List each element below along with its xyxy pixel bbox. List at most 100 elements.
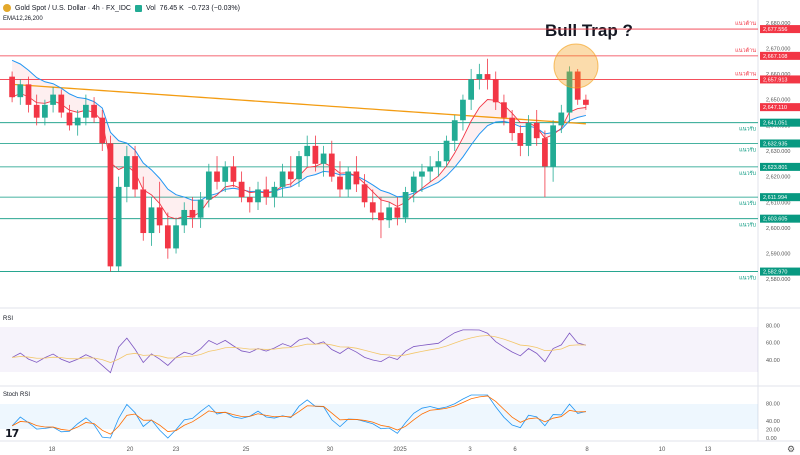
candle-body bbox=[91, 104, 97, 118]
candle-body bbox=[50, 94, 56, 105]
x-tick-label: 23 bbox=[173, 447, 180, 453]
y-tick-label: 2,580.000 bbox=[766, 277, 790, 283]
x-tick-label: 8 bbox=[585, 447, 589, 453]
candle-body bbox=[132, 156, 138, 190]
candle-body bbox=[33, 104, 40, 118]
x-tick-label: 18 bbox=[49, 447, 56, 453]
support-price-tag bbox=[760, 267, 800, 276]
support-price-label: 2,603.605 bbox=[763, 217, 787, 223]
y-tick-label: 2,660.000 bbox=[766, 72, 790, 78]
x-tick-label: 10 bbox=[659, 447, 666, 453]
candle-body bbox=[255, 189, 261, 203]
y-tick-label: 2,650.000 bbox=[766, 98, 790, 104]
candle-body bbox=[558, 112, 565, 126]
stoch-d-line bbox=[11, 395, 586, 435]
candle-body bbox=[230, 166, 237, 182]
price-change: −0.723 (−0.03%) bbox=[187, 4, 240, 12]
stoch-rsi-label[interactable]: Stoch RSI bbox=[3, 392, 31, 398]
candle-body bbox=[378, 212, 384, 221]
gear-icon[interactable]: ⚙ bbox=[787, 444, 796, 454]
candle-body bbox=[468, 79, 475, 100]
candle-body bbox=[214, 171, 220, 182]
candle-body bbox=[443, 140, 450, 162]
candle-body bbox=[353, 171, 360, 185]
x-tick-label: 13 bbox=[705, 447, 712, 453]
ema-legend[interactable]: EMA12,26,200 bbox=[3, 16, 43, 22]
candle-body bbox=[328, 153, 335, 177]
candle-body bbox=[345, 171, 352, 190]
candle-body bbox=[296, 156, 302, 180]
support-price-tag bbox=[760, 214, 800, 223]
rsi-label[interactable]: RSI bbox=[3, 316, 14, 322]
chart-header: Gold Spot / U.S. Dollar · 4h · FX_IDC Vo… bbox=[0, 0, 303, 16]
support-price-label: 2,623.801 bbox=[763, 165, 787, 171]
candle-body bbox=[320, 153, 327, 164]
gold-symbol-icon bbox=[3, 4, 11, 12]
y-tick-label: 2,680.000 bbox=[766, 21, 790, 27]
x-tick-label: 6 bbox=[513, 447, 517, 453]
candle-body bbox=[525, 122, 532, 146]
candle-body bbox=[533, 122, 540, 139]
x-tick-label: 25 bbox=[243, 447, 250, 453]
rsi-band bbox=[0, 327, 758, 372]
support-price-label: 2,582.970 bbox=[763, 270, 787, 276]
candle-body bbox=[123, 156, 130, 187]
support-price-tag bbox=[760, 162, 800, 171]
candle-body bbox=[542, 138, 548, 167]
support-label: แนวรับ bbox=[739, 170, 756, 177]
candle-body bbox=[410, 176, 417, 193]
candle-body bbox=[189, 209, 196, 218]
stoch-tick-label: 20.00 bbox=[766, 427, 780, 433]
candle-body bbox=[42, 104, 48, 118]
candle-body bbox=[312, 145, 319, 164]
candle-body bbox=[501, 102, 507, 118]
candle-body bbox=[197, 199, 204, 218]
rsi-tick-label: 40.00 bbox=[766, 358, 780, 364]
resistance-price-tag bbox=[760, 25, 800, 34]
candle-body bbox=[583, 99, 589, 105]
y-tick-label: 2,670.000 bbox=[766, 46, 790, 52]
candle-body bbox=[83, 104, 89, 118]
rsi-tick-label: 60.00 bbox=[766, 341, 780, 347]
y-tick-label: 2,610.000 bbox=[766, 200, 790, 206]
candle-body bbox=[550, 125, 556, 167]
candle-body bbox=[574, 71, 581, 100]
candle-body bbox=[148, 207, 155, 234]
support-label: แนวรับ bbox=[739, 126, 756, 133]
candle-body bbox=[517, 133, 524, 146]
stoch-tick-label: 80.00 bbox=[766, 402, 780, 408]
candle-body bbox=[222, 166, 229, 182]
candle-body bbox=[304, 145, 311, 157]
resistance-price-tag bbox=[760, 51, 800, 60]
candle-body bbox=[427, 166, 434, 172]
stoch-band bbox=[0, 404, 758, 429]
resistance-price-tag bbox=[760, 75, 800, 84]
resistance-price-label: 2,677.556 bbox=[763, 27, 787, 33]
candle-body bbox=[279, 171, 286, 187]
x-tick-label: 20 bbox=[127, 447, 134, 453]
candle-body bbox=[58, 94, 65, 113]
resistance-label: แนวต้าน bbox=[735, 70, 756, 77]
x-tick-label: 30 bbox=[327, 447, 334, 453]
candle-body bbox=[164, 225, 171, 249]
candle-body bbox=[484, 74, 491, 80]
tradingview-logo[interactable]: 17 bbox=[5, 427, 19, 440]
support-label: แนวรับ bbox=[739, 275, 756, 282]
candle-body bbox=[181, 209, 188, 226]
candle-body bbox=[337, 176, 343, 190]
ema200-line bbox=[12, 83, 586, 125]
symbol-title[interactable]: Gold Spot / U.S. Dollar · 4h · FX_IDC bbox=[15, 4, 131, 12]
stoch-tick-label: 0.00 bbox=[766, 436, 777, 442]
support-price-label: 2,641.051 bbox=[763, 121, 787, 127]
candle-body bbox=[115, 186, 122, 267]
rsi-tick-label: 80.00 bbox=[766, 324, 780, 330]
stoch-tick-label: 40.00 bbox=[766, 419, 780, 425]
candle-body bbox=[17, 84, 24, 98]
candle-body bbox=[386, 207, 393, 221]
support-label: แนวรับ bbox=[739, 200, 756, 207]
resistance-price-label: 2,667.108 bbox=[763, 54, 787, 60]
candle-body bbox=[238, 181, 245, 198]
candle-body bbox=[419, 171, 425, 177]
